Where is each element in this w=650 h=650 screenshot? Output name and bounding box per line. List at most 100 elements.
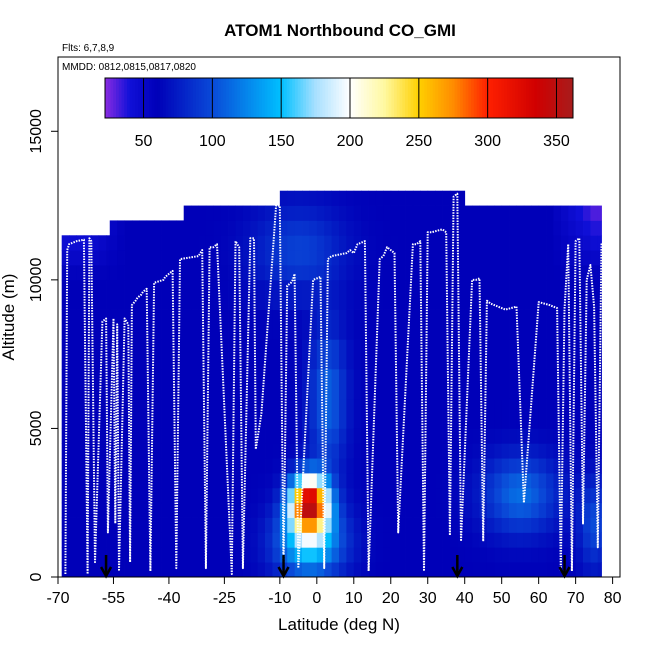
heatmap-cell [205,398,214,429]
heatmap-cell [265,309,273,340]
heatmap-cell [435,517,443,533]
heatmap-cell [427,265,436,281]
heatmap-cell [257,517,266,533]
heatmap-cell [501,265,510,281]
heatmap-cell [131,443,140,459]
colorbar-cell [495,78,500,118]
heatmap-cell [420,369,429,400]
heatmap-cell [168,547,177,563]
colorbar-cell [410,78,414,118]
heatmap-cell [449,517,458,533]
heatmap-cell [560,205,569,221]
heatmap-cell [272,220,281,236]
heatmap-cell [257,220,266,236]
heatmap-cell [509,547,517,563]
colorbar-cell [308,78,312,118]
heatmap-cell [272,398,281,429]
y-tick-label: 0 [28,572,45,581]
heatmap-cell [346,562,355,578]
heatmap-cell [98,487,107,504]
heatmap-cell [168,532,177,548]
heatmap-cell [553,547,562,563]
heatmap-cell [375,250,384,266]
heatmap-cell [420,398,429,429]
colorbar-tick-label: 250 [405,133,432,150]
x-tick-label: 30 [419,590,437,607]
heatmap-cell [139,265,148,281]
colorbar-cell [537,78,541,118]
heatmap-cell [597,487,602,504]
heatmap-cell [568,205,577,221]
heatmap-cell [302,517,310,533]
heatmap-cell [390,190,399,206]
heatmap-cell [398,428,406,444]
heatmap-cell [242,487,251,504]
heatmap-cell [250,562,259,578]
heatmap-cell [265,487,273,504]
heatmap-cell [191,220,199,236]
heatmap-cell [183,279,192,310]
heatmap-cell [198,279,207,310]
heatmap-cell [368,547,377,563]
heatmap-cell [597,309,602,340]
heatmap-cell [287,190,296,206]
colorbar-cell [391,78,395,118]
colorbar-cell [286,78,290,118]
heatmap-cell [168,428,177,444]
heatmap-cell [523,473,532,489]
heatmap-cell [117,220,125,236]
heatmap-cell [205,428,214,444]
heatmap-cell [494,309,503,340]
heatmap-cell [76,487,85,504]
heatmap-cell [553,398,562,429]
colorbar-cell [248,78,252,118]
heatmap-cell [375,487,384,504]
heatmap-cell [69,562,77,578]
heatmap-cell [183,250,192,266]
heatmap-cell [139,220,148,236]
heatmap-cell [302,220,310,236]
heatmap-cell [375,309,384,340]
heatmap-cell [346,235,355,251]
heatmap-cell [61,339,70,370]
heatmap-cell [390,339,399,370]
heatmap-cell [472,517,480,533]
heatmap-cell [531,205,540,221]
colorbar-cell [245,78,249,118]
heatmap-cell [405,235,414,251]
heatmap-cell [523,532,532,548]
heatmap-cell [109,279,118,310]
heatmap-cell [213,235,222,251]
heatmap-cell [486,220,495,236]
heatmap-cell [427,279,436,310]
colorbar-cell [438,78,442,118]
heatmap-cell [442,369,451,400]
heatmap-cell [191,487,199,504]
heatmap-cell [124,532,133,548]
colorbar-cell [435,78,439,118]
heatmap-cell [531,398,540,429]
colorbar-cell [129,78,134,118]
heatmap-cell [486,487,495,504]
colorbar-cell [366,78,370,118]
heatmap-cell [464,279,473,310]
heatmap-cell [398,487,406,504]
heatmap-cell [390,562,399,578]
heatmap-cell [324,279,332,310]
heatmap-cell [117,235,125,251]
heatmap-cell [191,265,199,281]
heatmap-cell [272,443,281,459]
heatmap-cell [412,339,421,370]
colorbar-cell [396,78,401,118]
heatmap-cell [361,398,369,429]
heatmap-cell [324,473,332,489]
heatmap-cell [302,487,310,504]
heatmap-cell [405,562,414,578]
heatmap-cell [139,502,148,518]
heatmap-cell [265,562,273,578]
colorbar-cell [314,78,318,118]
heatmap-cell [83,339,92,370]
heatmap-cell [383,220,392,236]
heatmap-cell [353,398,362,429]
heatmap-cell [331,487,340,504]
